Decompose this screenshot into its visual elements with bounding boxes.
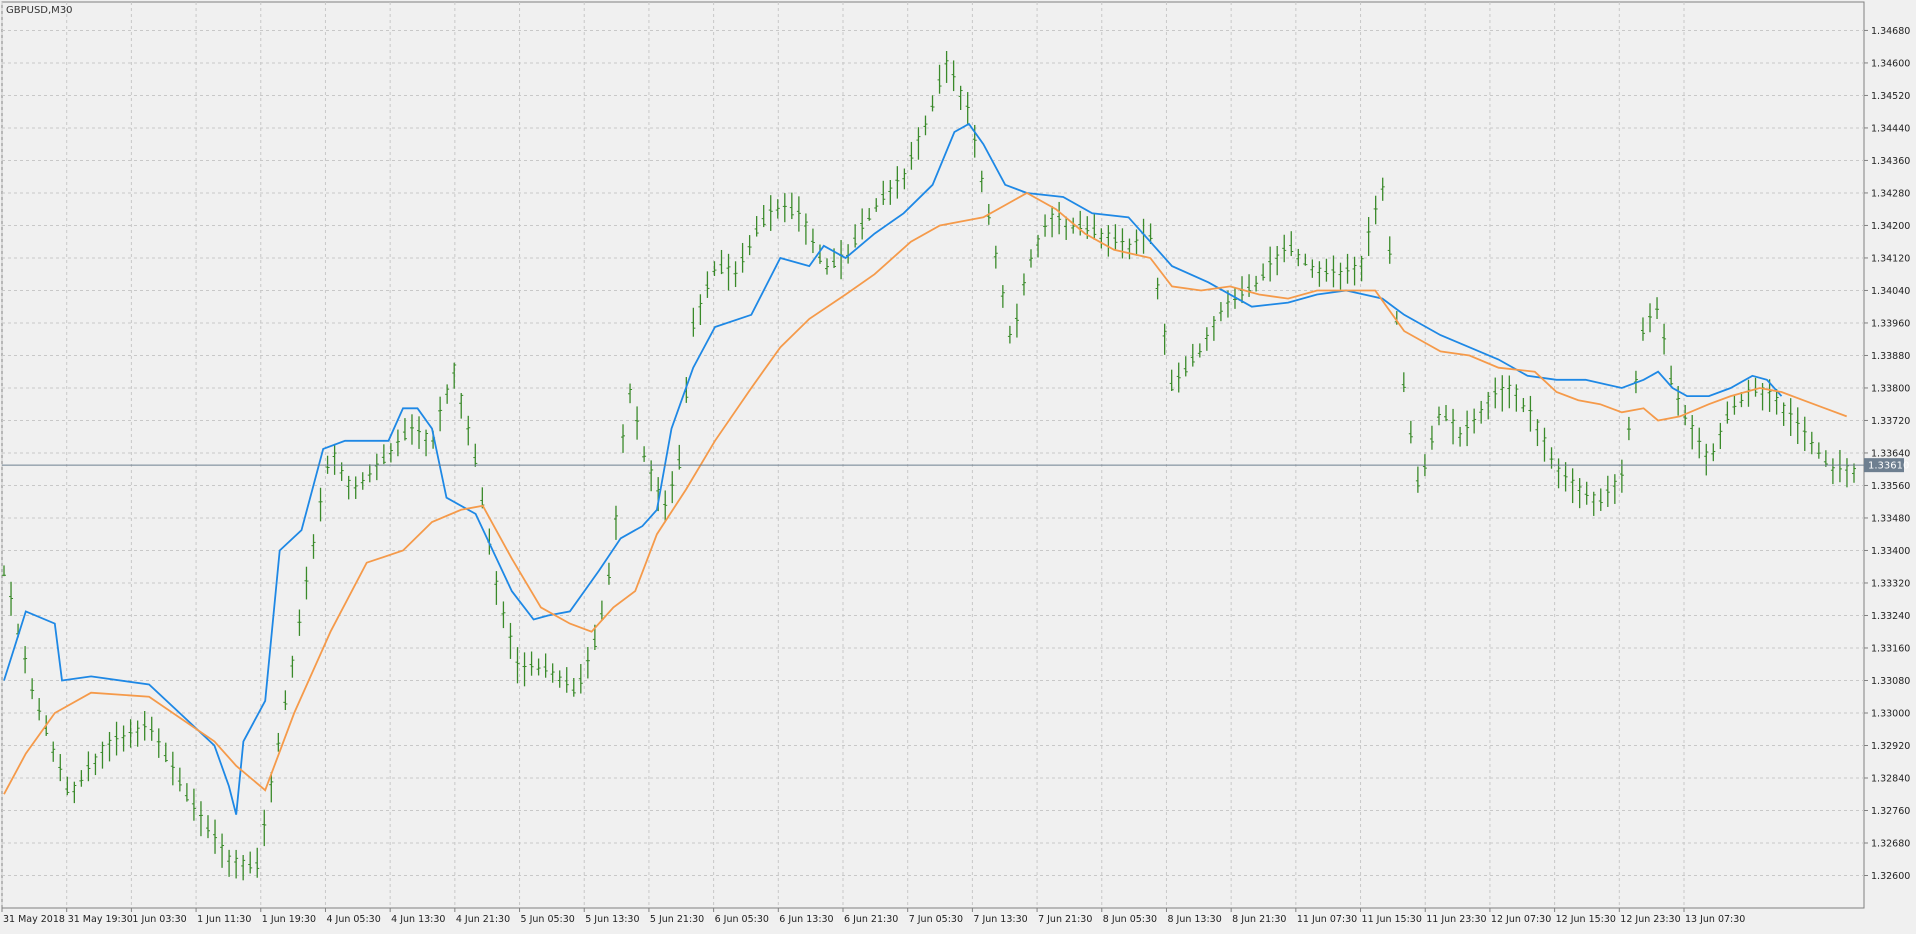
y-tick-label: 1.33240 [1871, 611, 1910, 622]
current-price-label: 1.33610 [1868, 461, 1909, 472]
y-tick-label: 1.32760 [1871, 806, 1910, 817]
x-tick-label: 7 Jun 13:30 [973, 914, 1027, 925]
plot-area [1, 1, 1865, 909]
x-tick-label: 1 Jun 11:30 [197, 914, 251, 925]
y-tick-label: 1.34040 [1871, 286, 1910, 297]
y-tick-label: 1.34120 [1871, 253, 1910, 264]
x-tick-label: 11 Jun 23:30 [1426, 914, 1486, 925]
x-tick-label: 4 Jun 13:30 [391, 914, 445, 925]
x-tick-label: 31 May 19:30 [68, 914, 133, 925]
y-axis: 1.34680 1.34600 1.34520 1.34440 1.34360 1.342… [1864, 26, 1910, 882]
x-tick-label: 8 Jun 21:30 [1232, 914, 1286, 925]
y-tick-label: 1.33800 [1871, 383, 1910, 394]
x-tick-label: 1 Jun 19:30 [262, 914, 316, 925]
y-tick-label: 1.32920 [1871, 741, 1910, 752]
y-tick-label: 1.34440 [1871, 123, 1910, 134]
y-tick-label: 1.33640 [1871, 448, 1910, 459]
x-tick-label: 5 Jun 05:30 [521, 914, 575, 925]
x-tick-label: 7 Jun 05:30 [909, 914, 963, 925]
x-tick-label: 6 Jun 21:30 [844, 914, 898, 925]
x-tick-label: 4 Jun 05:30 [326, 914, 380, 925]
current-price: 1.33610 [2, 458, 1909, 473]
y-tick-label: 1.33400 [1871, 546, 1910, 557]
y-tick-label: 1.34200 [1871, 221, 1910, 232]
series-line-orange [3, 191, 1848, 795]
current-price-box [1864, 458, 1904, 473]
y-tick-label: 1.34680 [1871, 26, 1910, 37]
x-tick-label: 6 Jun 13:30 [779, 914, 833, 925]
y-tick-label: 1.33560 [1871, 481, 1910, 492]
x-tick-label: 4 Jun 21:30 [456, 914, 510, 925]
y-tick-label: 1.33880 [1871, 351, 1910, 362]
y-tick-label: 1.34600 [1871, 58, 1910, 69]
y-tick-label: 1.33080 [1871, 676, 1910, 687]
indicator-lines [3, 122, 1848, 815]
y-tick-label: 1.33720 [1871, 416, 1910, 427]
x-tick-label: 13 Jun 07:30 [1685, 914, 1745, 925]
y-tick-label: 1.33000 [1871, 708, 1910, 719]
symbol-label: GBPUSD,M30 [6, 5, 73, 16]
y-tick-label: 1.34280 [1871, 188, 1910, 199]
x-axis: 31 May 2018 31 May 19:30 1 Jun 03:30 1 Jun … [1, 908, 1745, 925]
x-tick-label: 11 Jun 15:30 [1362, 914, 1422, 925]
x-tick-label: 12 Jun 23:30 [1620, 914, 1680, 925]
x-tick-label: 8 Jun 13:30 [1167, 914, 1221, 925]
x-tick-label: 7 Jun 21:30 [1038, 914, 1092, 925]
x-tick-label: 11 Jun 07:30 [1297, 914, 1357, 925]
y-tick-label: 1.32600 [1871, 871, 1910, 882]
x-tick-label: 6 Jun 05:30 [715, 914, 769, 925]
y-tick-label: 1.33160 [1871, 643, 1910, 654]
x-tick-label: 5 Jun 21:30 [650, 914, 704, 925]
x-tick-label: 8 Jun 05:30 [1103, 914, 1157, 925]
x-tick-label: 12 Jun 15:30 [1556, 914, 1616, 925]
y-tick-label: 1.32840 [1871, 773, 1910, 784]
x-tick-label: 1 Jun 03:30 [132, 914, 186, 925]
x-tick-label: 5 Jun 13:30 [585, 914, 639, 925]
y-tick-label: 1.33960 [1871, 318, 1910, 329]
y-tick-label: 1.34360 [1871, 156, 1910, 167]
y-tick-label: 1.34520 [1871, 91, 1910, 102]
x-tick-label: 12 Jun 07:30 [1491, 914, 1551, 925]
y-tick-label: 1.32680 [1871, 838, 1910, 849]
x-tick-label: 31 May 2018 [3, 914, 65, 925]
grid-lines [1, 2, 1864, 908]
y-tick-label: 1.33480 [1871, 513, 1910, 524]
y-tick-label: 1.33320 [1871, 578, 1910, 589]
